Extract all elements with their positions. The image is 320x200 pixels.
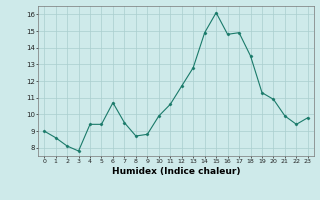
X-axis label: Humidex (Indice chaleur): Humidex (Indice chaleur) xyxy=(112,167,240,176)
